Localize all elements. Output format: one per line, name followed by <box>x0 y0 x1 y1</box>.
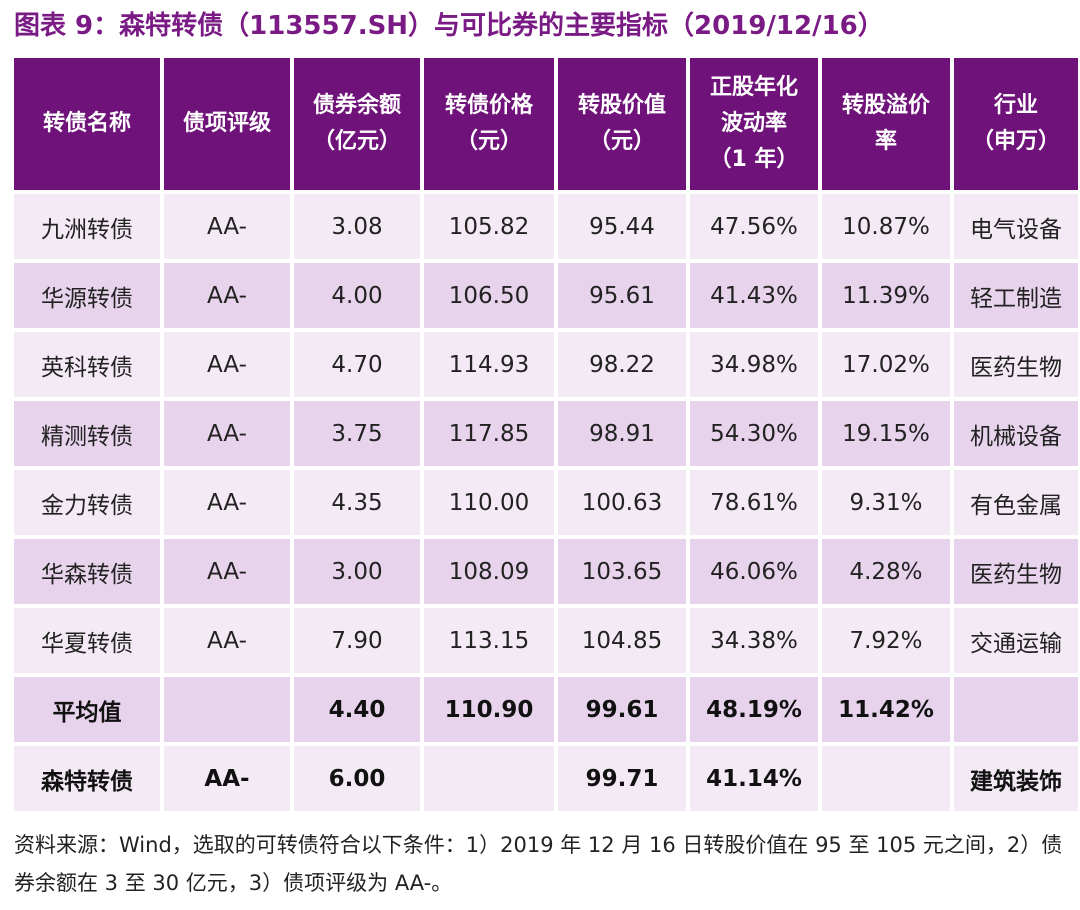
table-cell: 110.00 <box>424 470 554 535</box>
table-cell: 110.90 <box>424 677 554 742</box>
table-cell: 九洲转债 <box>14 194 160 259</box>
table-cell: 华夏转债 <box>14 608 160 673</box>
table-cell: 9.31% <box>822 470 950 535</box>
table-cell: 98.91 <box>558 401 686 466</box>
table-cell: AA- <box>164 332 290 397</box>
column-header: 转股价值 （元） <box>558 58 686 190</box>
column-header: 转债名称 <box>14 58 160 190</box>
table-cell: 森特转债 <box>14 746 160 811</box>
table-cell: 华源转债 <box>14 263 160 328</box>
table-row: 九洲转债 AA- 3.08 105.82 95.44 47.56% 10.87%… <box>14 194 1078 259</box>
table-cell: 3.00 <box>294 539 420 604</box>
table-cell <box>424 746 554 811</box>
table-cell: 金力转债 <box>14 470 160 535</box>
table-cell: 4.70 <box>294 332 420 397</box>
table-cell: 机械设备 <box>954 401 1078 466</box>
table-cell: 建筑装饰 <box>954 746 1078 811</box>
table-cell: AA- <box>164 263 290 328</box>
average-row: 平均值 4.40 110.90 99.61 48.19% 11.42% <box>14 677 1078 742</box>
table-cell: 3.75 <box>294 401 420 466</box>
table-cell: 99.61 <box>558 677 686 742</box>
table-cell: 34.38% <box>690 608 818 673</box>
table-cell: 108.09 <box>424 539 554 604</box>
table-cell: 11.42% <box>822 677 950 742</box>
table-cell: 平均值 <box>14 677 160 742</box>
table-cell: 78.61% <box>690 470 818 535</box>
table-cell: 医药生物 <box>954 539 1078 604</box>
table-cell: 95.61 <box>558 263 686 328</box>
table-cell <box>164 677 290 742</box>
table-cell: 3.08 <box>294 194 420 259</box>
table-cell: 41.43% <box>690 263 818 328</box>
column-header: 债项评级 <box>164 58 290 190</box>
table-cell: AA- <box>164 608 290 673</box>
table-row: 华源转债 AA- 4.00 106.50 95.61 41.43% 11.39%… <box>14 263 1078 328</box>
table-cell: 105.82 <box>424 194 554 259</box>
column-header: 行业 （申万） <box>954 58 1078 190</box>
table-cell: 34.98% <box>690 332 818 397</box>
table-cell: 114.93 <box>424 332 554 397</box>
table-cell: 英科转债 <box>14 332 160 397</box>
table-cell: 103.65 <box>558 539 686 604</box>
table-cell: 46.06% <box>690 539 818 604</box>
table-cell: 100.63 <box>558 470 686 535</box>
column-header: 转债价格 （元） <box>424 58 554 190</box>
table-cell: 113.15 <box>424 608 554 673</box>
table-cell: 4.40 <box>294 677 420 742</box>
table-row: 金力转债 AA- 4.35 110.00 100.63 78.61% 9.31%… <box>14 470 1078 535</box>
column-header: 债券余额 （亿元） <box>294 58 420 190</box>
table-cell: 4.35 <box>294 470 420 535</box>
table-cell: 精测转债 <box>14 401 160 466</box>
table-cell: 7.90 <box>294 608 420 673</box>
bond-comparison-table: 转债名称 债项评级 债券余额 （亿元） 转债价格 （元） 转股价值 （元） 正股… <box>10 54 1080 815</box>
column-header: 正股年化 波动率 （1 年） <box>690 58 818 190</box>
target-bond-row: 森特转债 AA- 6.00 99.71 41.14% 建筑装饰 <box>14 746 1078 811</box>
table-cell: 有色金属 <box>954 470 1078 535</box>
table-cell: AA- <box>164 470 290 535</box>
figure-title: 图表 9：森特转债（113557.SH）与可比券的主要指标（2019/12/16… <box>14 11 884 41</box>
source-note: 资料来源：Wind，选取的可转债符合以下条件：1）2019 年 12 月 16 … <box>14 833 1063 895</box>
column-header: 转股溢价 率 <box>822 58 950 190</box>
table-cell: 医药生物 <box>954 332 1078 397</box>
table-cell: 41.14% <box>690 746 818 811</box>
table-cell: AA- <box>164 539 290 604</box>
table-cell: AA- <box>164 401 290 466</box>
table-cell: 106.50 <box>424 263 554 328</box>
table-row: 华夏转债 AA- 7.90 113.15 104.85 34.38% 7.92%… <box>14 608 1078 673</box>
table-cell <box>954 677 1078 742</box>
table-cell: 交通运输 <box>954 608 1078 673</box>
table-cell: 7.92% <box>822 608 950 673</box>
table-cell: 117.85 <box>424 401 554 466</box>
table-cell: 4.00 <box>294 263 420 328</box>
table-row: 华森转债 AA- 3.00 108.09 103.65 46.06% 4.28%… <box>14 539 1078 604</box>
table-row: 英科转债 AA- 4.70 114.93 98.22 34.98% 17.02%… <box>14 332 1078 397</box>
table-cell: 98.22 <box>558 332 686 397</box>
table-cell: 华森转债 <box>14 539 160 604</box>
table-cell: 99.71 <box>558 746 686 811</box>
table-cell: 19.15% <box>822 401 950 466</box>
table-cell: 10.87% <box>822 194 950 259</box>
table-cell: 轻工制造 <box>954 263 1078 328</box>
table-cell <box>822 746 950 811</box>
table-cell: AA- <box>164 194 290 259</box>
table-row: 精测转债 AA- 3.75 117.85 98.91 54.30% 19.15%… <box>14 401 1078 466</box>
header-row: 转债名称 债项评级 债券余额 （亿元） 转债价格 （元） 转股价值 （元） 正股… <box>14 58 1078 190</box>
table-cell: 95.44 <box>558 194 686 259</box>
table-cell: 17.02% <box>822 332 950 397</box>
table-cell: 47.56% <box>690 194 818 259</box>
table-cell: 11.39% <box>822 263 950 328</box>
table-cell: 电气设备 <box>954 194 1078 259</box>
table-cell: 4.28% <box>822 539 950 604</box>
table-cell: 48.19% <box>690 677 818 742</box>
table-cell: 6.00 <box>294 746 420 811</box>
table-cell: 54.30% <box>690 401 818 466</box>
table-cell: AA- <box>164 746 290 811</box>
table-cell: 104.85 <box>558 608 686 673</box>
